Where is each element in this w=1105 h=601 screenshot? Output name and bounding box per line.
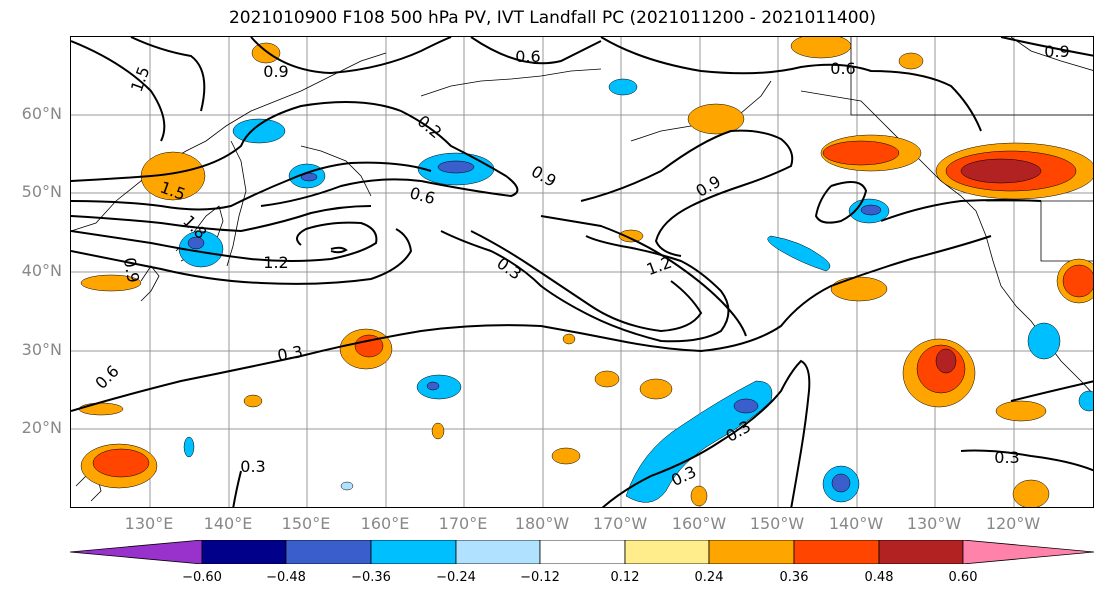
- contour-labels: 1.5 0.9 0.6 0.6 0.9 1.5 1.2 0.9 0.6 0.3 …: [91, 42, 1069, 490]
- colorbar-tick: 0.12: [610, 570, 640, 585]
- lon-label-130w: 130°W: [906, 514, 962, 533]
- colorbar-segment: [285, 540, 372, 564]
- contour-label: 1.2: [263, 253, 288, 272]
- colorbar-segment: [708, 540, 795, 564]
- lat-label-40n: 40°N: [21, 261, 62, 280]
- contour-label: 0.3: [994, 448, 1019, 467]
- shade-blob: [1062, 264, 1093, 298]
- colorbar-segment: [201, 540, 287, 564]
- colorbar-segment: [370, 540, 457, 564]
- colorbar-segment: [878, 540, 964, 564]
- shade-blob: [733, 398, 759, 414]
- contour-label: 0.9: [263, 62, 288, 81]
- lon-label-120w: 120°W: [985, 514, 1041, 533]
- shade-blob: [354, 334, 384, 358]
- shade-blob: [767, 235, 831, 272]
- colorbar-tick: −0.48: [266, 570, 306, 585]
- shade-blob: [960, 158, 1042, 184]
- contour-label: 0.6: [515, 47, 540, 66]
- colorbar-tick: −0.60: [182, 570, 222, 585]
- coastlines: [71, 37, 1093, 502]
- contour-label: 0.3: [276, 342, 304, 365]
- shade-blob: [251, 42, 281, 64]
- lon-label-160w: 160°W: [671, 514, 727, 533]
- shade-blob: [551, 447, 581, 465]
- shade-blob: [790, 37, 852, 59]
- shade-blob: [562, 333, 576, 345]
- colorbar-tick: 0.24: [694, 570, 724, 585]
- shade-blob: [935, 348, 957, 374]
- lon-label-170w: 170°W: [592, 514, 648, 533]
- colorbar-segment: [455, 540, 541, 564]
- shade-blob: [431, 422, 445, 440]
- shade-blob: [860, 204, 882, 216]
- shade-blob: [1027, 322, 1061, 360]
- shade-blob: [187, 236, 205, 250]
- shade-blob: [92, 448, 150, 478]
- map-canvas: 1.5 0.9 0.6 0.6 0.9 1.5 1.2 0.9 0.6 0.3 …: [71, 37, 1093, 507]
- shade-blob: [243, 394, 263, 408]
- contour-label: 0.9: [1044, 42, 1069, 61]
- shade-blob: [608, 78, 638, 96]
- shade-blob: [437, 160, 475, 174]
- lon-label-160e: 160°E: [360, 514, 410, 533]
- shade-blob: [340, 481, 354, 491]
- contour-label: 0.9: [692, 172, 724, 201]
- colorbar-tick: 0.36: [779, 570, 809, 585]
- colorbar-segment: [70, 540, 203, 564]
- lon-label-130e: 130°E: [124, 514, 174, 533]
- lon-label-150e: 150°E: [281, 514, 331, 533]
- contour-label: 0.3: [240, 457, 265, 476]
- lat-label-20n: 20°N: [21, 418, 62, 437]
- shade-blob: [690, 485, 708, 507]
- contour-label: 0.6: [91, 361, 122, 392]
- shade-blob: [898, 52, 924, 70]
- lat-label-50n: 50°N: [21, 182, 62, 201]
- colorbar-segment: [624, 540, 710, 564]
- shade-blob: [232, 118, 286, 144]
- lon-label-180w: 180°W: [514, 514, 570, 533]
- map-title: 2021010900 F108 500 hPa PV, IVT Landfall…: [228, 8, 876, 28]
- map-panel: 1.5 0.9 0.6 0.6 0.9 1.5 1.2 0.9 0.6 0.3 …: [70, 36, 1094, 508]
- pv-anomaly-shading: [78, 37, 1093, 507]
- colorbar-tick: −0.24: [436, 570, 476, 585]
- shade-blob: [1078, 390, 1093, 412]
- contour-label: 0.6: [408, 183, 438, 208]
- pv-contours: [71, 37, 1093, 507]
- contour-label: 0.9: [528, 162, 560, 191]
- colorbar-segment: [539, 540, 626, 564]
- lat-label-60n: 60°N: [21, 104, 62, 123]
- shade-blob: [639, 378, 673, 400]
- lon-label-170e: 170°E: [438, 514, 488, 533]
- shade-blob: [426, 381, 440, 391]
- shade-blob: [80, 274, 142, 292]
- shade-blob: [594, 370, 620, 388]
- shade-blob: [1012, 479, 1050, 507]
- shade-blob: [995, 400, 1047, 422]
- shade-blob: [78, 402, 124, 416]
- contour-label: 0.9: [120, 256, 143, 284]
- shade-blob: [831, 473, 851, 493]
- graticule: [71, 37, 1093, 507]
- colorbar-tick: −0.12: [520, 570, 560, 585]
- colorbar-segment: [793, 540, 880, 564]
- shade-blob: [183, 436, 195, 458]
- colorbar: [70, 540, 1094, 564]
- colorbar-tick: 0.60: [948, 570, 978, 585]
- colorbar-tick: 0.48: [864, 570, 894, 585]
- shade-blob: [618, 229, 644, 243]
- lon-label-140w: 140°W: [828, 514, 884, 533]
- colorbar-tick: −0.36: [351, 570, 391, 585]
- lon-label-150w: 150°W: [749, 514, 805, 533]
- colorbar-segment: [962, 540, 1094, 564]
- shade-blob: [830, 276, 888, 302]
- lat-label-30n: 30°N: [21, 340, 62, 359]
- shade-blob: [687, 103, 745, 135]
- lon-label-140e: 140°E: [203, 514, 253, 533]
- shade-blob: [822, 140, 900, 166]
- contour-label: 0.6: [830, 59, 855, 78]
